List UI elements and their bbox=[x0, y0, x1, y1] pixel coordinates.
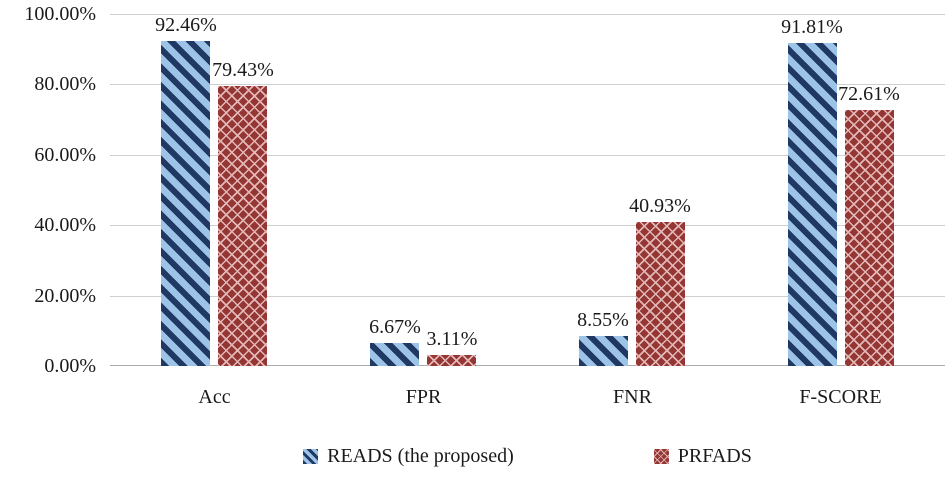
bar-data-label: 79.43% bbox=[212, 59, 274, 81]
y-tick-label: 40.00% bbox=[34, 214, 96, 236]
legend-swatch-icon bbox=[653, 448, 669, 464]
bar-data-label: 40.93% bbox=[629, 195, 691, 217]
y-tick-label: 60.00% bbox=[34, 144, 96, 166]
gridline bbox=[110, 225, 945, 226]
bar-data-label: 8.55% bbox=[577, 309, 629, 331]
bar bbox=[218, 86, 267, 366]
bar bbox=[579, 336, 628, 366]
x-axis-baseline bbox=[110, 365, 945, 366]
y-tick-label: 100.00% bbox=[24, 3, 96, 25]
gridline bbox=[110, 296, 945, 297]
category-label: FPR bbox=[405, 386, 442, 408]
gridline bbox=[110, 155, 945, 156]
bar bbox=[788, 43, 837, 366]
category-label: F-SCORE bbox=[799, 386, 882, 408]
x-axis: Acc FPR FNR F-SCORE bbox=[110, 384, 945, 412]
plot-area: 92.46% 79.43% 6.67% 3.11% 8.55% 40.93% 91.81% 7… bbox=[110, 14, 945, 366]
legend: READS (the proposed) PRFADS bbox=[110, 444, 945, 468]
bar-data-label: 92.46% bbox=[155, 14, 217, 36]
gridline bbox=[110, 84, 945, 85]
y-axis: 0.00% 20.00% 40.00% 60.00% 80.00% 100.00% bbox=[0, 3, 96, 377]
bar bbox=[427, 355, 476, 366]
category-label: Acc bbox=[198, 386, 231, 408]
legend-item: PRFADS bbox=[653, 444, 752, 468]
bar bbox=[370, 343, 419, 366]
legend-swatch-icon bbox=[303, 448, 319, 464]
y-tick-label: 80.00% bbox=[34, 73, 96, 95]
bar-data-label: 91.81% bbox=[781, 16, 843, 38]
legend-item: READS (the proposed) bbox=[303, 444, 514, 468]
bar bbox=[161, 41, 210, 366]
bar bbox=[636, 222, 685, 366]
bar-data-label: 3.11% bbox=[426, 328, 478, 350]
category-label: FNR bbox=[613, 386, 652, 408]
bar bbox=[845, 110, 894, 366]
bar-data-label: 6.67% bbox=[369, 316, 421, 338]
legend-label: PRFADS bbox=[677, 445, 752, 467]
gridline bbox=[110, 14, 945, 15]
bar-data-label: 72.61% bbox=[838, 83, 900, 105]
y-tick-label: 0.00% bbox=[44, 355, 96, 377]
y-tick-label: 20.00% bbox=[34, 285, 96, 307]
legend-label: READS (the proposed) bbox=[327, 445, 514, 467]
